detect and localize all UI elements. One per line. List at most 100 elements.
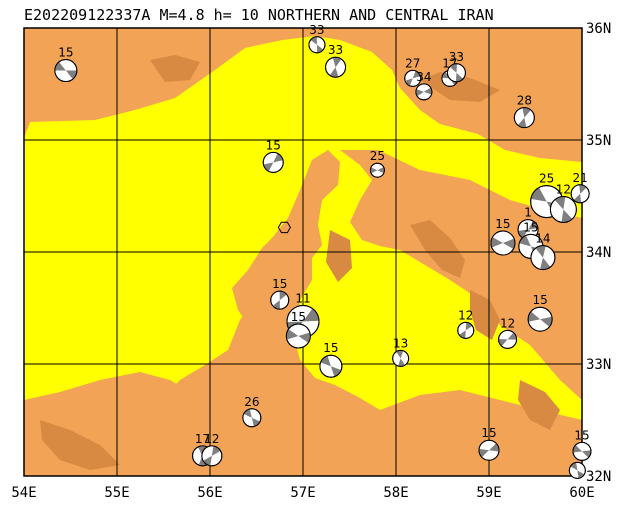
depth-label: 33 bbox=[309, 23, 324, 37]
beachball-compression bbox=[370, 167, 378, 174]
beachball-outline bbox=[308, 36, 326, 54]
beachball: 12 bbox=[549, 182, 577, 223]
beachball-compression bbox=[528, 311, 541, 322]
beachball-outline bbox=[568, 461, 586, 479]
beachball-outline bbox=[549, 195, 577, 223]
beachball-outline bbox=[530, 245, 556, 271]
x-tick-label: 58E bbox=[383, 485, 408, 501]
depth-label: 27 bbox=[405, 56, 420, 70]
beachball-compression bbox=[54, 61, 66, 71]
beachball-compression bbox=[498, 338, 508, 347]
depth-label: 17 bbox=[195, 432, 210, 446]
depth-label: 13 bbox=[393, 336, 408, 350]
beachball-compression bbox=[272, 300, 280, 310]
beachball-compression bbox=[502, 238, 515, 249]
beachball: 15 bbox=[490, 217, 516, 256]
depth-label: 12 bbox=[556, 182, 571, 196]
beachball-compression bbox=[455, 72, 464, 82]
beachball: 33 bbox=[308, 23, 326, 54]
beachball-compression bbox=[540, 257, 551, 270]
relief-1 bbox=[410, 220, 465, 278]
y-tick-label: 32N bbox=[586, 469, 611, 485]
relief-5 bbox=[420, 72, 500, 102]
beachball-compression bbox=[197, 445, 207, 456]
depth-label: 15 bbox=[272, 277, 287, 291]
beachball: 33 bbox=[325, 43, 347, 78]
beachball-outline bbox=[446, 63, 466, 83]
depth-label: 12 bbox=[458, 308, 473, 322]
beachball-compression bbox=[415, 89, 424, 97]
depth-label: 33 bbox=[449, 50, 464, 64]
depth-label: 25 bbox=[539, 172, 554, 186]
y-tick-label: 34N bbox=[586, 245, 611, 261]
beachball: 26 bbox=[242, 395, 262, 428]
relief-3 bbox=[518, 380, 560, 430]
beachball-outline bbox=[404, 69, 422, 87]
beachball-compression bbox=[449, 63, 458, 73]
depth-label: 15 bbox=[266, 138, 281, 152]
beachball-compression bbox=[517, 117, 527, 128]
lat-lon-grid bbox=[24, 28, 582, 476]
x-tick-label: 60E bbox=[569, 485, 594, 501]
beachball-compression bbox=[303, 308, 319, 322]
x-tick-labels: 54E 55E 56E 57E 58E 59E 60E bbox=[11, 485, 594, 501]
beachball-outline bbox=[201, 445, 223, 467]
depth-label: 12 bbox=[500, 316, 515, 330]
beachball-outline bbox=[369, 162, 385, 178]
beachball-outline bbox=[392, 349, 410, 367]
depth-label: 33 bbox=[328, 43, 343, 57]
x-tick-label: 55E bbox=[104, 485, 129, 501]
beachball-compression bbox=[412, 70, 421, 79]
relief-6 bbox=[326, 230, 352, 282]
y-tick-labels: 32N 33N 34N 35N 36N bbox=[586, 21, 611, 485]
beachball-compression bbox=[573, 445, 582, 453]
epicenter-hexagon-icon bbox=[277, 221, 291, 234]
depth-label: 15 bbox=[574, 428, 589, 442]
beachball-compression bbox=[405, 78, 413, 86]
beachball: 27 bbox=[404, 56, 422, 87]
y-tick-label: 33N bbox=[586, 357, 611, 373]
beachball-compression bbox=[298, 332, 311, 343]
depth-label: 12 bbox=[204, 432, 219, 446]
depth-label: 28 bbox=[517, 94, 532, 108]
depth-label: 34 bbox=[416, 70, 431, 84]
depth-label: 15 bbox=[58, 46, 73, 60]
beachball-outline bbox=[319, 354, 343, 378]
beachball: 15 bbox=[262, 138, 284, 173]
depth-label: 25 bbox=[370, 149, 385, 163]
beachball-outline bbox=[457, 321, 475, 339]
beachball-outline bbox=[570, 184, 590, 204]
beachball: 13 bbox=[392, 336, 410, 367]
x-tick-label: 57E bbox=[290, 485, 315, 501]
beachball-outline bbox=[527, 306, 553, 332]
beachball-compression bbox=[561, 209, 573, 223]
depth-label: 15 bbox=[323, 341, 338, 355]
depth-label: 26 bbox=[244, 395, 259, 409]
beachball-compression bbox=[398, 358, 406, 367]
beachball: 34 bbox=[415, 70, 433, 101]
beachball-outline bbox=[490, 230, 516, 256]
beachball-compression bbox=[490, 237, 503, 248]
beachball: 33 bbox=[446, 50, 466, 83]
x-tick-label: 59E bbox=[476, 485, 501, 501]
beachball: 15 bbox=[572, 428, 592, 461]
depth-label: 15 bbox=[481, 426, 496, 440]
relief-4 bbox=[40, 420, 120, 470]
north-west-range bbox=[24, 28, 260, 118]
central-ridge bbox=[232, 150, 340, 340]
beachball-compression bbox=[573, 193, 582, 203]
beachball-compression bbox=[535, 245, 546, 258]
beachball-compression bbox=[329, 67, 339, 78]
beachball-outline bbox=[478, 439, 500, 461]
beachball-compression bbox=[286, 329, 299, 340]
beachball-compression bbox=[540, 316, 553, 327]
beachball: 15 bbox=[319, 341, 343, 378]
depth-label: 21 bbox=[572, 171, 587, 185]
beachball-compression bbox=[330, 366, 342, 377]
depth-label: 15 bbox=[495, 217, 510, 231]
beachball: 12 bbox=[201, 432, 223, 467]
beachball-compression bbox=[582, 450, 591, 458]
beachball-outline bbox=[513, 107, 535, 129]
